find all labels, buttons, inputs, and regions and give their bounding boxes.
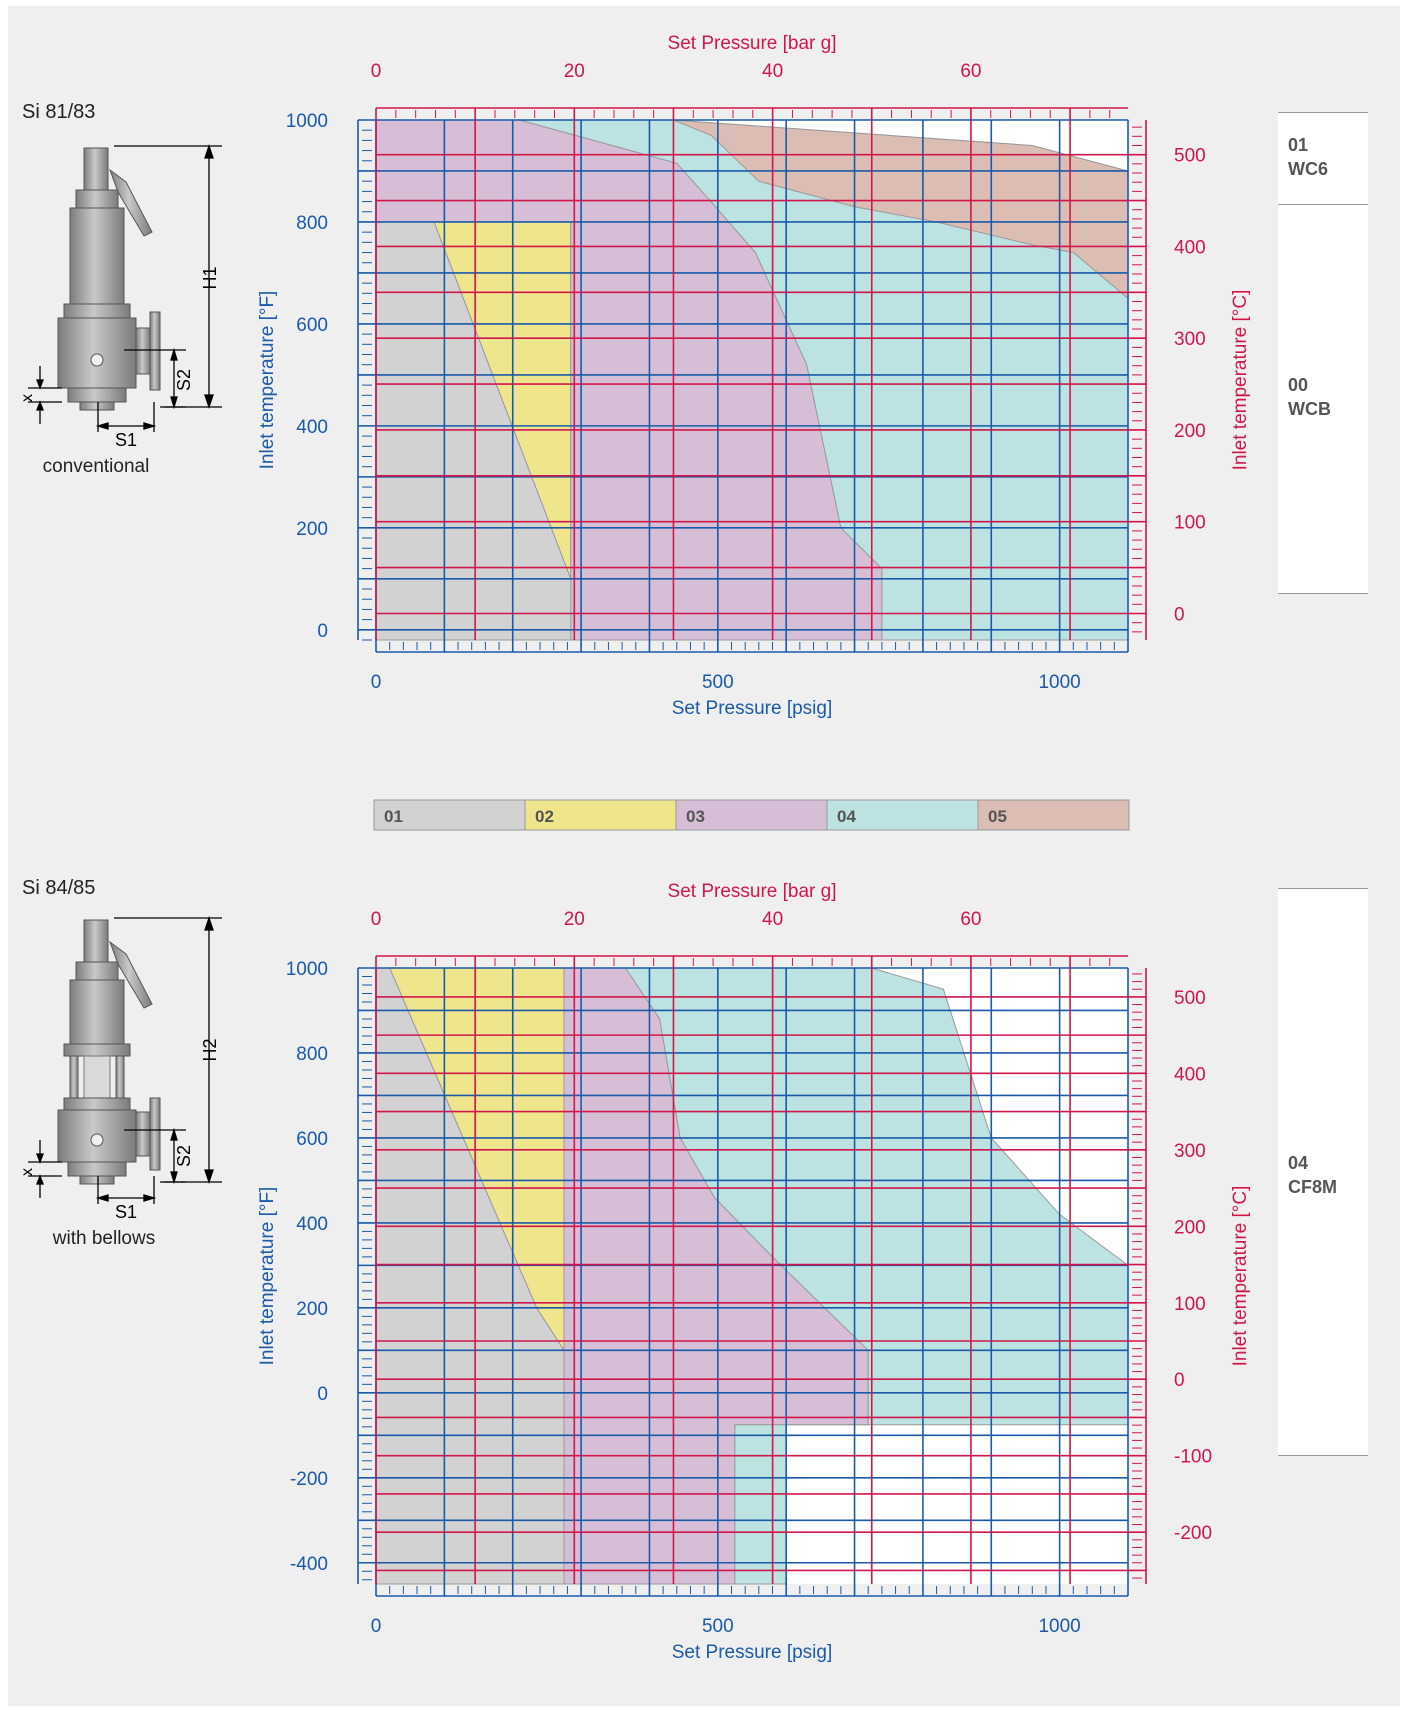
legend-label-04: 04	[837, 807, 856, 826]
tick-label-c: 500	[1174, 146, 1206, 167]
tick-label-f: 1000	[286, 959, 328, 980]
diagram-caption: with bellows	[52, 1228, 155, 1249]
valve-diagram-bellows: H2 S2 x S1 with bellows	[19, 915, 222, 1249]
tick-label-f: 600	[296, 1129, 328, 1150]
tick-label-f: 200	[296, 519, 328, 540]
tick-label-c: 300	[1174, 329, 1206, 350]
material-band-wcb: 00 WCB	[1278, 204, 1368, 594]
material-name: WCB	[1288, 399, 1331, 419]
x-axis-label-psig: Set Pressure [psig]	[672, 698, 833, 719]
tick-label-psig: 1000	[1038, 672, 1080, 693]
s1-label: S1	[115, 1202, 137, 1222]
tick-label-c: 500	[1174, 988, 1206, 1009]
tick-label-psig: 1000	[1038, 1616, 1080, 1637]
tick-label-c: 200	[1174, 421, 1206, 442]
x-axis-label-psig: Set Pressure [psig]	[672, 1642, 833, 1663]
material-code: 04	[1288, 1153, 1309, 1173]
height-label: H2	[200, 1038, 220, 1061]
tick-label-f: 200	[296, 1299, 328, 1320]
tick-label-c: 400	[1174, 1064, 1206, 1085]
tick-label-c: 100	[1174, 1294, 1206, 1315]
legend-swatch-01	[373, 799, 526, 831]
y-axis-label-f: Inlet temperature [°F]	[257, 291, 278, 470]
material-code: 00	[1288, 375, 1309, 395]
diagram-caption: conventional	[43, 456, 150, 477]
legend-label-02: 02	[535, 807, 554, 826]
tick-label-f: 0	[317, 621, 328, 642]
tick-label-f: 1000	[286, 111, 328, 132]
tick-label-bar: 0	[371, 909, 382, 930]
zone-legend: 01 02 03 04 05	[373, 799, 1130, 831]
x-label: x	[19, 1168, 36, 1176]
tick-label-f: 400	[296, 1214, 328, 1235]
legend-swatch-02	[524, 799, 677, 831]
valve-diagram-conventional: H1 S2 x S1 conventional	[19, 143, 222, 477]
tick-label-psig: 0	[371, 672, 382, 693]
model-label-si81-83: Si 81/83	[22, 101, 96, 123]
tick-label-bar: 40	[762, 61, 783, 82]
material-name: CF8M	[1288, 1177, 1337, 1197]
y-axis-label-c: Inlet temperature [°C]	[1230, 290, 1251, 471]
tick-label-bar: 20	[564, 909, 585, 930]
s1-label: S1	[115, 430, 137, 450]
tick-label-f: -200	[290, 1469, 328, 1490]
x-axis-label-bar: Set Pressure [bar g]	[668, 881, 837, 902]
tick-label-c: -200	[1174, 1523, 1212, 1544]
tick-label-c: 400	[1174, 237, 1206, 258]
y-axis-label-c: Inlet temperature [°C]	[1230, 1186, 1251, 1367]
s2-label: S2	[174, 1145, 194, 1167]
legend-label-03: 03	[686, 807, 705, 826]
height-label: H1	[200, 266, 220, 289]
material-band-cf8m: 04 CF8M	[1278, 888, 1368, 1456]
x-label: x	[19, 394, 36, 402]
tick-label-f: 800	[296, 213, 328, 234]
tick-label-psig: 0	[371, 1616, 382, 1637]
tick-label-psig: 500	[702, 672, 734, 693]
tick-label-bar: 20	[564, 61, 585, 82]
tick-label-c: -100	[1174, 1447, 1212, 1468]
tick-label-c: 300	[1174, 1141, 1206, 1162]
tick-label-bar: 0	[371, 61, 382, 82]
tick-label-f: -400	[290, 1554, 328, 1575]
tick-label-c: 0	[1174, 1370, 1185, 1391]
x-axis-label-bar: Set Pressure [bar g]	[668, 33, 837, 54]
tick-label-c: 0	[1174, 604, 1185, 625]
legend-swatch-03	[675, 799, 828, 831]
tick-label-bar: 60	[960, 909, 981, 930]
model-label-si84-85: Si 84/85	[22, 877, 96, 899]
legend-swatch-05	[977, 799, 1130, 831]
tick-label-f: 0	[317, 1384, 328, 1405]
material-code: 01	[1288, 135, 1309, 155]
legend-label-01: 01	[384, 807, 403, 826]
tick-label-bar: 60	[960, 61, 981, 82]
tick-label-psig: 500	[702, 1616, 734, 1637]
material-name: WC6	[1288, 159, 1328, 179]
s2-label: S2	[174, 369, 194, 391]
tick-label-c: 100	[1174, 513, 1206, 534]
tick-label-f: 800	[296, 1044, 328, 1065]
tick-label-f: 600	[296, 315, 328, 336]
y-axis-label-f: Inlet temperature [°F]	[257, 1187, 278, 1366]
legend-label-05: 05	[988, 807, 1007, 826]
tick-label-f: 400	[296, 417, 328, 438]
material-band-wc6: 01 WC6	[1278, 112, 1368, 206]
tick-label-bar: 40	[762, 909, 783, 930]
tick-label-c: 200	[1174, 1217, 1206, 1238]
